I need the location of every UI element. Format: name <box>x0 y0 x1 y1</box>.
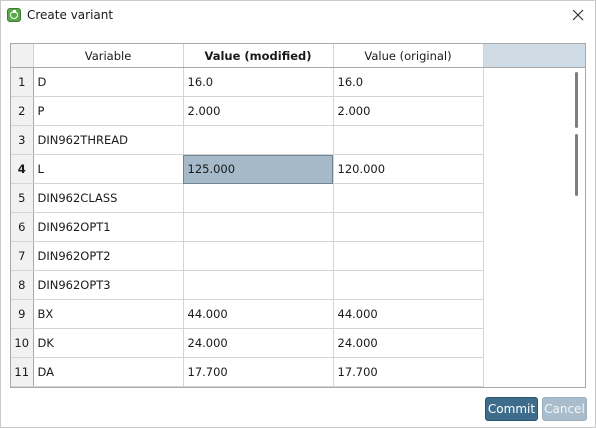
vertical-scrollbar[interactable] <box>571 68 583 386</box>
original-value-cell <box>333 212 484 242</box>
original-value-cell <box>333 183 484 213</box>
table-row[interactable]: 5 DIN962CLASS <box>11 183 585 213</box>
original-value-cell <box>333 270 484 300</box>
title-bar: Create variant <box>1 1 595 31</box>
modified-value-cell[interactable]: 16.0 <box>183 67 334 97</box>
close-button[interactable] <box>567 5 589 25</box>
row-number[interactable]: 10 <box>11 328 34 358</box>
table-row[interactable]: 1 D 16.0 16.0 <box>11 67 585 97</box>
variable-cell[interactable]: BX <box>33 299 184 329</box>
row-number[interactable]: 3 <box>11 125 34 155</box>
variables-grid[interactable]: Variable Value (modified) Value (origina… <box>10 43 586 388</box>
table-row[interactable]: 6 DIN962OPT1 <box>11 212 585 242</box>
row-number[interactable]: 1 <box>11 67 34 97</box>
variable-cell[interactable]: DIN962OPT3 <box>33 270 184 300</box>
column-header-filler <box>483 44 585 68</box>
variable-cell[interactable]: D <box>33 67 184 97</box>
table-row[interactable]: 10 DK 24.000 24.000 <box>11 328 585 358</box>
original-value-cell: 24.000 <box>333 328 484 358</box>
commit-button[interactable]: Commit <box>485 397 538 421</box>
table-row[interactable]: 7 DIN962OPT2 <box>11 241 585 271</box>
variable-cell[interactable]: DIN962OPT1 <box>33 212 184 242</box>
original-value-cell: 2.000 <box>333 96 484 126</box>
row-number[interactable]: 7 <box>11 241 34 271</box>
row-number[interactable]: 4 <box>11 154 34 184</box>
filler-cell <box>483 183 585 213</box>
original-value-cell: 17.700 <box>333 357 484 387</box>
modified-value-cell[interactable]: 44.000 <box>183 299 334 329</box>
row-number[interactable]: 11 <box>11 357 34 387</box>
app-logo-icon <box>7 8 21 22</box>
variable-cell[interactable]: L <box>33 154 184 184</box>
row-number[interactable]: 6 <box>11 212 34 242</box>
original-value-cell: 120.000 <box>333 154 484 184</box>
original-value-cell <box>333 241 484 271</box>
modified-value-cell[interactable]: 17.700 <box>183 357 334 387</box>
table-row[interactable]: 8 DIN962OPT3 <box>11 270 585 300</box>
filler-cell <box>483 212 585 242</box>
filler-cell <box>483 328 585 358</box>
modified-value-cell[interactable] <box>183 125 334 155</box>
modified-value-cell[interactable] <box>183 270 334 300</box>
variable-cell[interactable]: DA <box>33 357 184 387</box>
variable-cell[interactable]: P <box>33 96 184 126</box>
cancel-button[interactable]: Cancel <box>542 397 587 421</box>
window-title: Create variant <box>27 8 114 22</box>
variable-cell[interactable]: DIN962THREAD <box>33 125 184 155</box>
modified-value-cell[interactable] <box>183 183 334 213</box>
filler-cell <box>483 299 585 329</box>
original-value-cell <box>333 125 484 155</box>
corner-cell[interactable] <box>11 44 34 68</box>
filler-cell <box>483 154 585 184</box>
modified-value-cell[interactable] <box>183 212 334 242</box>
scrollbar-thumb[interactable] <box>575 134 578 196</box>
filler-cell <box>483 125 585 155</box>
variable-cell[interactable]: DK <box>33 328 184 358</box>
row-number[interactable]: 2 <box>11 96 34 126</box>
variables-table: Variable Value (modified) Value (origina… <box>11 44 585 387</box>
table-row[interactable]: 9 BX 44.000 44.000 <box>11 299 585 329</box>
table-row[interactable]: 11 DA 17.700 17.700 <box>11 357 585 387</box>
row-number[interactable]: 5 <box>11 183 34 213</box>
modified-value-cell[interactable]: 2.000 <box>183 96 334 126</box>
filler-cell <box>483 270 585 300</box>
close-icon <box>572 9 584 21</box>
original-value-cell: 16.0 <box>333 67 484 97</box>
original-value-cell: 44.000 <box>333 299 484 329</box>
modified-value-cell[interactable] <box>183 241 334 271</box>
variable-cell[interactable]: DIN962OPT2 <box>33 241 184 271</box>
filler-cell <box>483 241 585 271</box>
row-number[interactable]: 8 <box>11 270 34 300</box>
column-header-value-original[interactable]: Value (original) <box>333 44 484 68</box>
modified-value-cell[interactable]: 24.000 <box>183 328 334 358</box>
variable-cell[interactable]: DIN962CLASS <box>33 183 184 213</box>
filler-cell <box>483 96 585 126</box>
grid-body: 1 D 16.0 16.0 2 P 2.000 2.000 3 DIN962TH… <box>11 67 585 387</box>
table-row[interactable]: 2 P 2.000 2.000 <box>11 96 585 126</box>
table-row-active[interactable]: 4 L 125.000 120.000 <box>11 154 585 184</box>
row-number[interactable]: 9 <box>11 299 34 329</box>
filler-cell <box>483 67 585 97</box>
column-header-variable[interactable]: Variable <box>33 44 184 68</box>
scrollbar-thumb-top[interactable] <box>575 72 578 128</box>
modified-value-cell-selected[interactable]: 125.000 <box>183 154 334 184</box>
filler-cell <box>483 357 585 387</box>
header-row: Variable Value (modified) Value (origina… <box>11 44 585 68</box>
column-header-value-modified[interactable]: Value (modified) <box>183 44 334 68</box>
table-row[interactable]: 3 DIN962THREAD <box>11 125 585 155</box>
